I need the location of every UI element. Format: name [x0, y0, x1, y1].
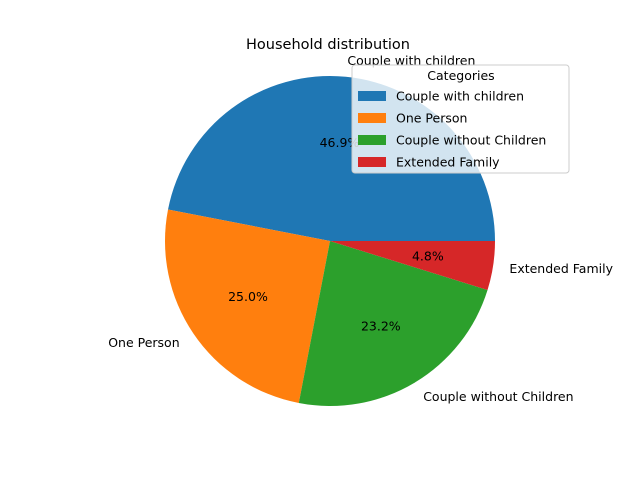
slice-label-couple-with-children: Couple with children — [347, 53, 475, 68]
legend-swatch-one-person — [358, 113, 386, 123]
pct-label-couple-without-children: 23.2% — [361, 318, 401, 333]
legend-swatch-extended-family — [358, 157, 386, 167]
slice-label-extended-family: Extended Family — [509, 261, 613, 276]
pie-slice-one-person — [165, 209, 330, 404]
pie-slice-extended-family — [330, 241, 495, 291]
slice-label-one-person: One Person — [108, 335, 179, 350]
legend: Categories Couple with children One Perso… — [351, 64, 570, 174]
chart-title: Household distribution — [246, 37, 410, 53]
legend-label-extended-family: Extended Family — [396, 155, 500, 170]
legend-label-one-person: One Person — [396, 111, 467, 126]
legend-swatch-couple-with-children — [358, 91, 386, 101]
legend-swatch-couple-without-children — [358, 135, 386, 145]
pct-label-one-person: 25.0% — [228, 289, 268, 304]
pct-label-couple-with-children: 46.9% — [320, 135, 360, 150]
pie-slice-couple-without-children — [298, 241, 488, 406]
pie-labels: Couple with children 46.9% One Person 25.0%… — [108, 53, 613, 404]
legend-title: Categories — [427, 68, 494, 83]
legend-label-couple-with-children: Couple with children — [396, 89, 524, 104]
slice-label-couple-without-children: Couple without Children — [423, 389, 573, 404]
legend-items: Couple with children One Person Couple wit… — [358, 89, 546, 170]
legend-frame — [351, 64, 570, 174]
legend-label-couple-without-children: Couple without Children — [396, 133, 546, 148]
pct-label-extended-family: 4.8% — [412, 248, 444, 263]
